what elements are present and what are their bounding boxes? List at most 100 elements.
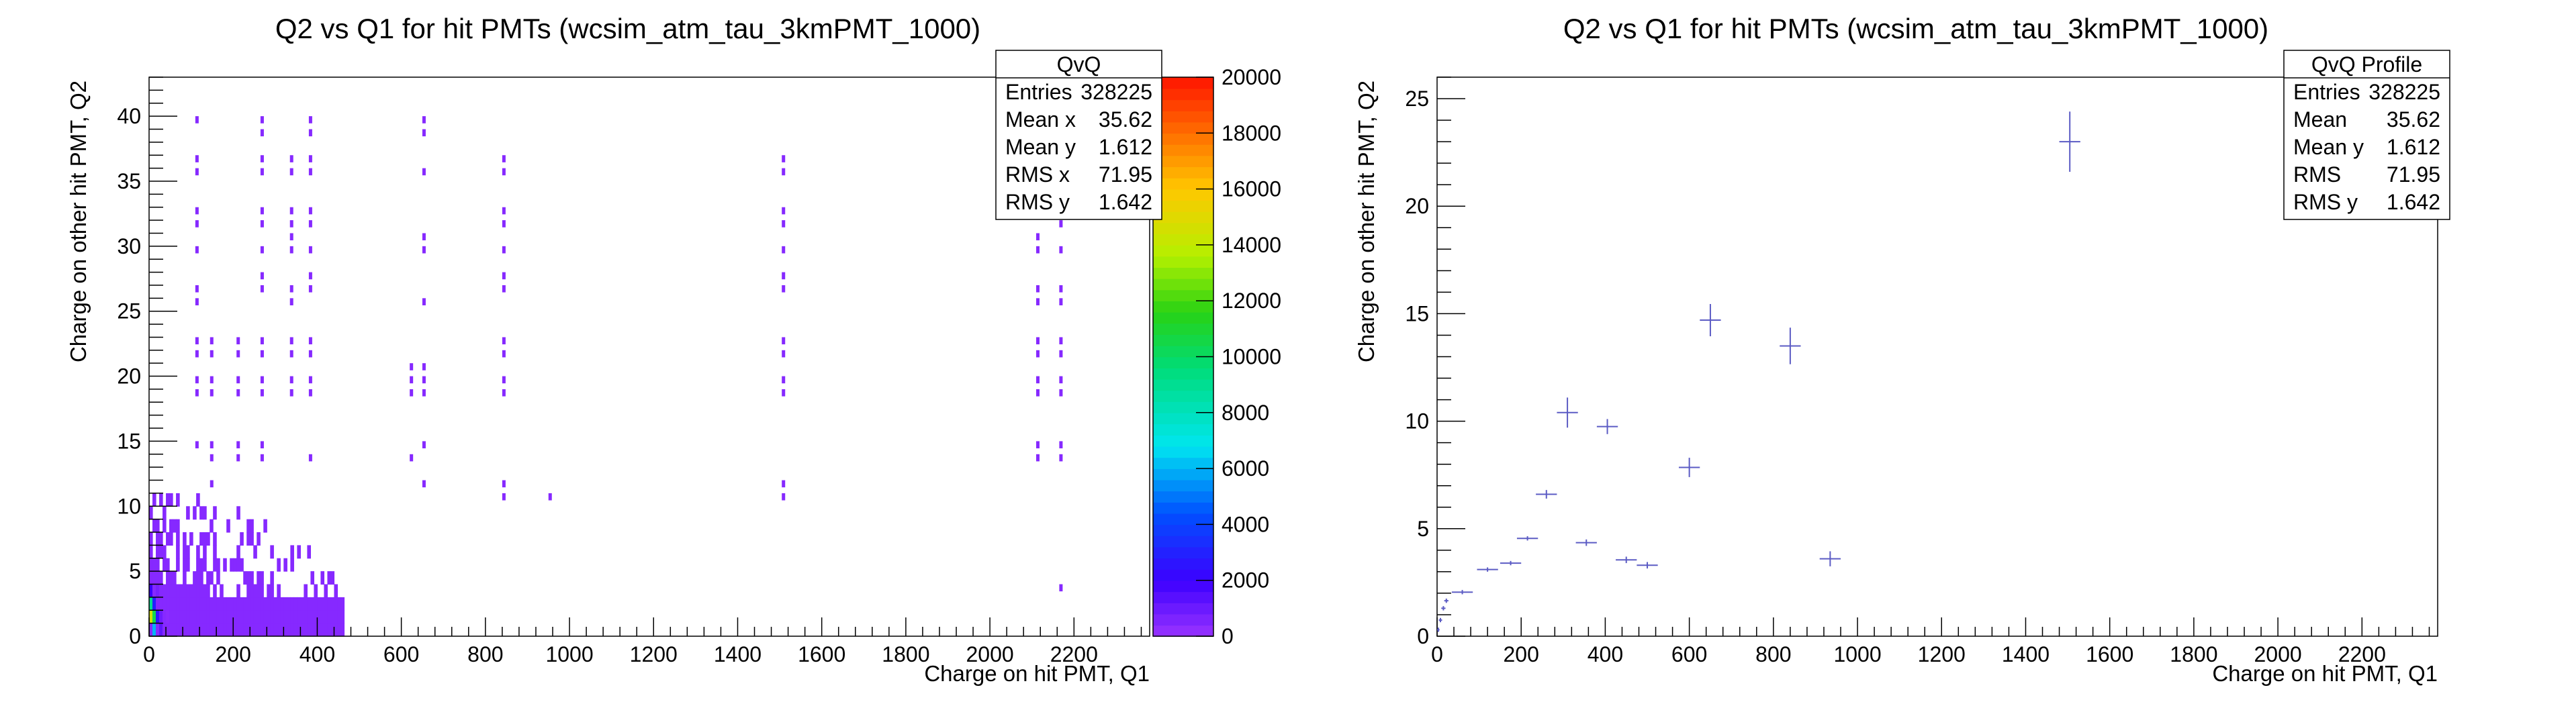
heatmap-cell [289,350,293,358]
profile-stats-title: QvQ Profile [2311,52,2422,77]
heatmap-cell [289,246,293,254]
heatmap-cell [220,584,224,598]
heatmap-cell [149,506,153,520]
heatmap-cell [263,623,267,637]
heatmap-cell [1036,246,1040,254]
heatmap-cell [220,597,224,611]
heatmap-cell [195,285,199,293]
heatmap-cell [195,116,199,123]
heatmap-y-tick-label: 15 [117,429,141,453]
heatmap-y-tick-label: 30 [117,234,141,258]
heatmap-cell [308,246,312,254]
heatmap-cell [260,389,264,397]
color-palette-axis: 0 2000 4000 6000 8000 10000 12000 14000 16000 180… [1152,65,1281,648]
heatmap-cell [260,571,264,585]
heatmap-cell [246,519,250,533]
heatmap-cell [193,571,197,585]
heatmap-cell [195,246,199,254]
palette-tick-label: 2000 [1222,568,1269,593]
heatmap-cell [220,623,224,637]
heatmap-hot-cell [152,610,156,623]
palette-tick-label: 0 [1222,624,1234,648]
heatmap-cell [223,597,227,611]
heatmap-cell [186,610,190,624]
heatmap-cell [230,597,234,611]
heatmap-cell [176,558,180,572]
palette-swatch [1153,491,1213,503]
heatmap-cell [308,285,312,293]
heatmap-cell [270,571,274,585]
heatmap-cell [163,545,167,559]
heatmap-cell [782,207,786,215]
heatmap-cell [410,389,414,397]
palette-swatch [1153,603,1213,615]
heatmap-cell [324,597,328,611]
palette-swatch [1153,345,1213,358]
heatmap-cell [169,571,173,585]
heatmap-cell [422,116,426,123]
profile-point [1437,627,1440,632]
heatmap-cell [203,584,207,598]
heatmap-cell [230,558,234,572]
heatmap-stats-frame [995,50,1162,220]
palette-swatch [1153,311,1213,324]
heatmap-y-axis-label: Charge on other hit PMT, Q2 [66,81,91,362]
heatmap-cell [169,623,173,637]
profile-stats-value: 1.612 [2387,135,2440,159]
heatmap-cell [502,376,506,384]
heatmap-y-tick-label: 25 [117,299,141,323]
profile-point [1700,304,1721,337]
heatmap-cell [502,389,506,397]
profile-point [1438,617,1442,623]
heatmap-cell [236,389,240,397]
heatmap-cell [233,597,237,611]
heatmap-stats-value: 1.642 [1099,190,1152,214]
heatmap-cell [163,584,167,598]
heatmap-cell [210,441,214,449]
heatmap-cell [1036,298,1040,305]
heatmap-cell [1059,285,1063,293]
palette-swatch [1153,468,1213,481]
profile-point [1616,556,1637,564]
heatmap-cell [159,545,163,559]
profile-point [1596,419,1618,434]
heatmap-cell [199,571,203,585]
heatmap-cell [1059,376,1063,384]
heatmap-cell [310,610,315,624]
heatmap-cell [166,597,170,611]
heatmap-x-tick-label: 0 [143,642,155,666]
heatmap-cell [176,493,180,507]
heatmap-cell [183,610,187,624]
heatmap-cell [169,519,173,533]
palette-swatch [1153,133,1213,145]
heatmap-cell [260,207,264,215]
palette-swatch [1153,457,1213,469]
palette-tick-label: 18000 [1222,121,1281,145]
palette-swatch [1153,77,1213,89]
palette-swatch [1153,435,1213,447]
palette-swatch [1153,200,1213,212]
heatmap-cell [502,337,506,345]
palette-tick-label: 6000 [1222,456,1269,481]
heatmap-cell [277,558,281,572]
heatmap-cell [189,623,193,637]
heatmap-cell [1036,337,1040,345]
heatmap-cell [502,155,506,162]
heatmap-cell [289,168,293,176]
left-chart-pad: 0 200 400 600 800 1000 1200 1400 1600 1800 2000 220… [66,13,1281,686]
heatmap-cell [156,519,160,533]
profile-stats-value: 35.62 [2387,107,2440,132]
heatmap-axes: 0 200 400 600 800 1000 1200 1400 1600 1800 2000 220… [117,77,1150,666]
heatmap-cell [216,610,220,624]
heatmap-cell [502,272,506,280]
heatmap-cell [183,597,187,611]
heatmap-hot-cell [166,610,170,623]
heatmap-cell [149,623,153,637]
heatmap-cell [159,597,163,611]
heatmap-cell [152,571,156,585]
heatmap-cell [250,571,254,585]
heatmap-cell [289,207,293,215]
heatmap-cell [334,610,338,624]
heatmap-cell [782,272,786,280]
heatmap-cell [169,610,173,624]
